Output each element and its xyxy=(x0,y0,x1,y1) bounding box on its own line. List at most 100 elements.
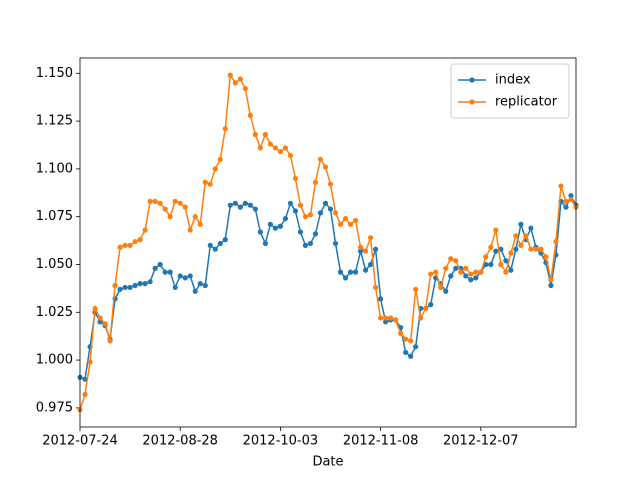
point xyxy=(262,131,268,138)
point xyxy=(458,269,464,275)
point xyxy=(227,202,233,208)
point xyxy=(302,242,309,248)
point xyxy=(187,273,193,279)
y-tick-label: 1.025 xyxy=(36,305,73,320)
point xyxy=(252,206,258,212)
point xyxy=(528,225,534,231)
point xyxy=(182,275,188,281)
series-line xyxy=(79,194,577,380)
point xyxy=(383,319,389,325)
point xyxy=(367,261,374,268)
point xyxy=(433,269,439,275)
point xyxy=(533,246,539,252)
point xyxy=(523,233,529,239)
point xyxy=(378,296,384,302)
point xyxy=(107,338,113,344)
point xyxy=(157,200,163,206)
x-tick-label: 2012-07-24 xyxy=(42,434,118,449)
point xyxy=(342,216,349,222)
point xyxy=(468,277,474,283)
point xyxy=(232,200,238,206)
point xyxy=(307,240,314,247)
point xyxy=(132,282,138,289)
point xyxy=(192,214,198,220)
point xyxy=(277,223,284,229)
point xyxy=(468,271,474,277)
legend-marker xyxy=(469,99,475,105)
point xyxy=(473,269,479,275)
point xyxy=(357,244,364,250)
point xyxy=(257,145,263,151)
point xyxy=(147,198,153,204)
legend-marker xyxy=(469,77,475,83)
point xyxy=(112,282,118,289)
point xyxy=(347,269,354,275)
point xyxy=(498,261,504,268)
point xyxy=(372,284,379,291)
point xyxy=(297,229,304,235)
point xyxy=(438,284,444,291)
point xyxy=(378,315,384,321)
point xyxy=(513,233,519,239)
point xyxy=(317,156,324,162)
x-tick-label: 2012-08-28 xyxy=(142,434,218,449)
point xyxy=(187,227,193,233)
point xyxy=(97,315,103,321)
point xyxy=(418,315,424,321)
point xyxy=(428,271,434,277)
point xyxy=(327,206,334,212)
legend-label: replicator xyxy=(495,95,558,110)
plot-frame xyxy=(79,57,577,428)
point xyxy=(513,246,519,252)
point xyxy=(247,202,253,208)
point xyxy=(262,240,268,247)
x-axis-label: Date xyxy=(312,455,343,470)
point xyxy=(207,242,213,248)
point xyxy=(408,338,414,344)
point xyxy=(157,261,163,268)
point xyxy=(257,229,263,235)
point xyxy=(282,216,289,222)
point xyxy=(172,284,178,291)
point xyxy=(297,202,304,208)
y-tick-label: 1.150 xyxy=(36,66,73,81)
point xyxy=(102,321,108,327)
point xyxy=(202,179,208,185)
point xyxy=(322,164,329,170)
point xyxy=(453,258,459,264)
legend-box xyxy=(450,63,570,119)
point xyxy=(413,344,419,350)
point xyxy=(488,244,494,250)
point xyxy=(503,258,509,264)
point xyxy=(267,141,273,147)
point xyxy=(322,200,329,206)
point xyxy=(292,208,299,214)
point xyxy=(413,286,419,292)
point xyxy=(332,240,339,247)
point xyxy=(508,250,514,256)
point xyxy=(132,238,138,245)
point xyxy=(518,242,524,248)
point xyxy=(448,256,454,262)
x-tick-label: 2012-11-08 xyxy=(343,434,419,449)
point xyxy=(242,85,248,92)
point xyxy=(267,221,273,227)
point xyxy=(117,286,123,292)
x-tick-label: 2012-12-07 xyxy=(443,434,519,449)
point xyxy=(372,246,379,252)
point xyxy=(448,273,454,279)
point xyxy=(463,265,469,271)
point xyxy=(483,254,489,260)
point xyxy=(357,248,364,254)
point xyxy=(237,204,243,210)
point xyxy=(398,330,404,336)
point xyxy=(232,80,238,86)
point xyxy=(152,265,158,271)
y-tick-label: 1.075 xyxy=(36,209,73,224)
point xyxy=(443,265,449,271)
point xyxy=(212,166,218,172)
point xyxy=(553,238,559,245)
point xyxy=(277,149,284,155)
point xyxy=(147,279,153,285)
point xyxy=(217,240,223,247)
